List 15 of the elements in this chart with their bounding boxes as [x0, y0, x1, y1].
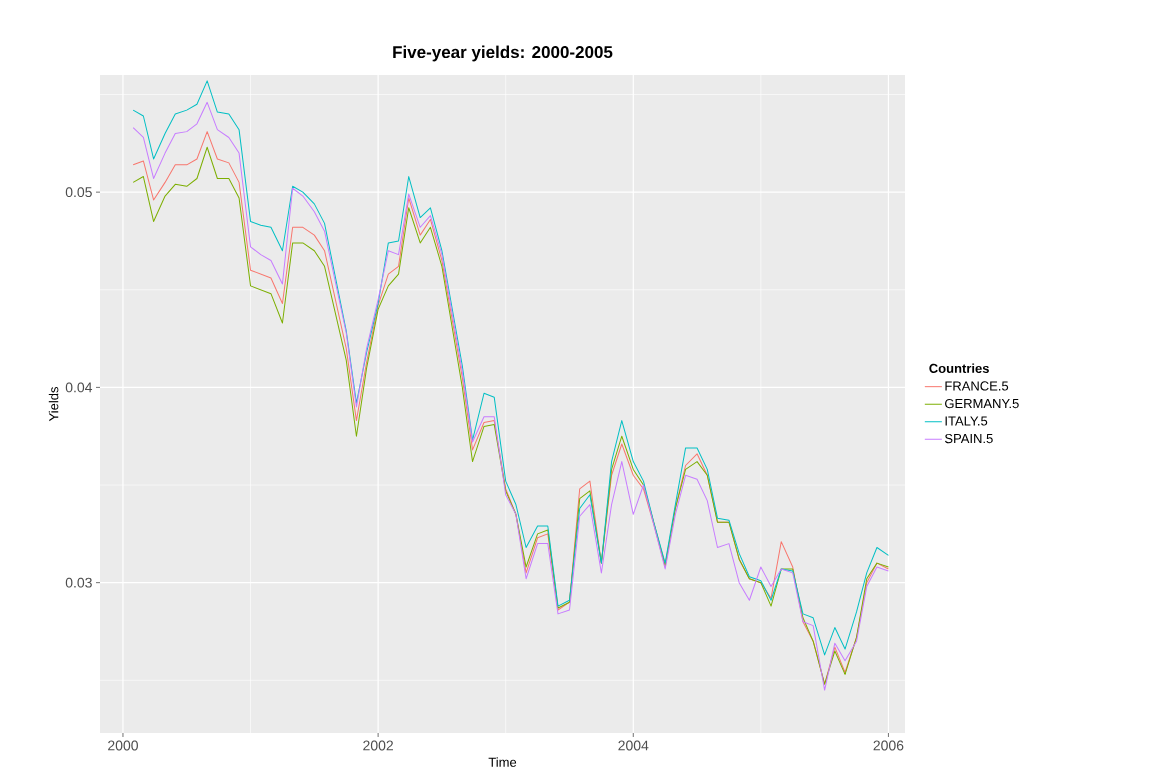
legend-title: Countries: [929, 363, 989, 373]
legend-label: SPAIN.5: [944, 433, 993, 444]
legend-label: GERMANY.5: [945, 398, 1019, 409]
x-tick-label: 2004: [618, 740, 649, 751]
y-axis-title: Yields: [48, 387, 59, 422]
y-tick-label: 0.05: [65, 187, 92, 198]
x-axis-title: Time: [488, 757, 517, 767]
y-tick-label: 0.04: [65, 382, 93, 393]
x-tick-label: 2000: [108, 740, 138, 751]
x-tick-label: 2006: [873, 740, 904, 751]
y-tick-label: 0.03: [65, 577, 92, 588]
legend-label: ITALY.5: [945, 416, 988, 426]
x-tick-label: 2002: [363, 740, 393, 751]
chart-title: Five-year yields: 2000-2005: [393, 45, 613, 62]
legend-label: FRANCE.5: [945, 381, 1009, 391]
